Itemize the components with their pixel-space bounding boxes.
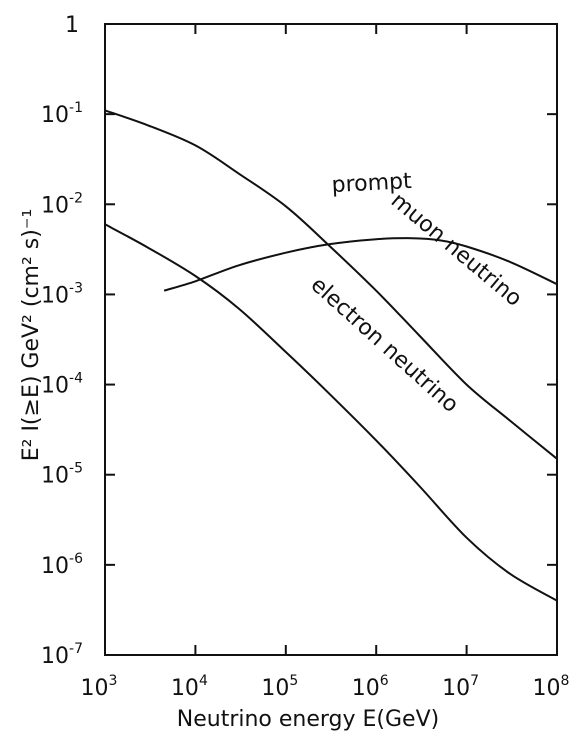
series-label-electron-neutrino: electron neutrino [306, 272, 464, 417]
series-line-electron-neutrino [104, 223, 558, 602]
x-axis-label: Neutrino energy E(GeV) [177, 707, 439, 732]
y-tick-label: 10-1 [41, 100, 83, 128]
x-tick-label: 106 [352, 673, 389, 701]
series-line-muon-neutrino [104, 109, 558, 460]
y-tick-label: 10-7 [41, 641, 83, 669]
plot-border [104, 23, 558, 656]
x-tick-label: 104 [171, 673, 208, 701]
x-tick-label: 105 [261, 673, 298, 701]
series-line-prompt [163, 237, 558, 292]
data-series [104, 109, 558, 602]
x-axis: 103 104 105 106 107 108 [81, 24, 570, 701]
y-tick-label: 10-3 [41, 280, 83, 308]
series-label-muon-neutrino: muon neutrino [386, 188, 526, 312]
x-tick-label: 103 [81, 673, 118, 701]
y-tick-label: 10-2 [41, 190, 83, 218]
y-tick-label: 1 [65, 13, 79, 38]
y-axis: 1 10-1 10-2 10-3 10-4 10-5 10-6 10-7 [41, 13, 557, 669]
y-axis-label: E² I(≥E) GeV² (cm² s)⁻¹ [19, 209, 44, 462]
x-tick-label: 107 [442, 673, 479, 701]
y-tick-label: 10-6 [41, 551, 83, 579]
y-tick-label: 10-5 [41, 461, 83, 489]
y-tick-label: 10-4 [41, 371, 83, 399]
x-tick-label: 108 [533, 673, 570, 701]
series-label-prompt: prompt [331, 169, 413, 198]
plot-frame [104, 23, 558, 656]
